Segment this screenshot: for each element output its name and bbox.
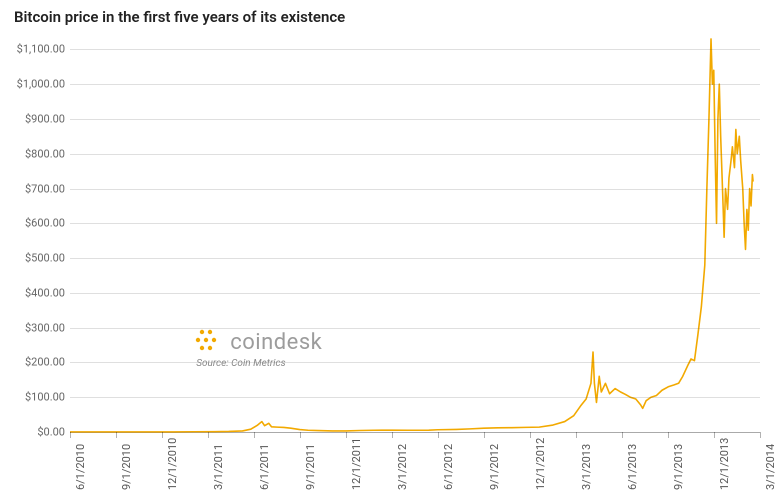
x-axis-label: 9/1/2010 (120, 444, 133, 490)
x-axis-label: 3/1/2013 (580, 444, 593, 490)
x-axis-label: 12/1/2012 (534, 438, 547, 490)
y-axis-label: $700.00 (25, 182, 65, 195)
gridline (70, 223, 760, 224)
y-axis-label: $600.00 (25, 217, 65, 230)
gridline (70, 119, 760, 120)
y-axis-label: $400.00 (25, 286, 65, 299)
y-axis-label: $800.00 (25, 147, 65, 160)
line-chart-svg (70, 32, 760, 432)
x-axis-label: 3/1/2011 (212, 444, 225, 490)
x-tick (668, 432, 669, 438)
gridline (70, 293, 760, 294)
x-axis: 6/1/2010 9/1/2010 12/1/2010 3/1/2011 6/1/201… (70, 432, 760, 497)
x-axis-label: 3/1/2014 (764, 444, 775, 490)
gridline (70, 49, 760, 50)
x-axis-label: 6/1/2011 (258, 444, 271, 490)
x-axis-label: 12/1/2013 (718, 438, 731, 490)
y-axis-label: $200.00 (25, 356, 65, 369)
x-axis-label: 6/1/2012 (442, 444, 455, 490)
x-tick (116, 432, 117, 438)
coindesk-logo-icon (194, 328, 224, 356)
price-line (70, 39, 753, 432)
x-axis-label: 9/1/2013 (672, 444, 685, 490)
x-tick (622, 432, 623, 438)
y-axis-label: $1,100.00 (17, 43, 65, 56)
x-tick (392, 432, 393, 438)
y-axis-label: $100.00 (25, 391, 65, 404)
y-axis-label: $0.00 (37, 426, 65, 439)
y-axis-label: $1,000.00 (17, 78, 65, 91)
x-axis-label: 12/1/2010 (166, 438, 179, 490)
x-tick (346, 432, 347, 438)
gridline (70, 84, 760, 85)
x-tick (484, 432, 485, 438)
x-tick (254, 432, 255, 438)
gridline (70, 189, 760, 190)
chart-title: Bitcoin price in the first five years of… (14, 8, 345, 26)
x-tick (576, 432, 577, 438)
watermark: coindesk Source: Coin Metrics (194, 328, 322, 369)
gridline (70, 397, 760, 398)
x-axis-label: 9/1/2012 (488, 444, 501, 490)
gridline (70, 154, 760, 155)
source-label: Source: Coin Metrics (196, 358, 322, 369)
plot-area (70, 32, 760, 433)
x-axis-label: 3/1/2012 (396, 444, 409, 490)
gridline (70, 258, 760, 259)
x-tick (438, 432, 439, 438)
chart-container (0, 32, 775, 497)
x-tick (70, 432, 71, 438)
y-axis-label: $300.00 (25, 321, 65, 334)
x-axis-label: 9/1/2011 (304, 444, 317, 490)
x-tick (760, 432, 761, 438)
x-axis-label: 6/1/2010 (74, 444, 87, 490)
x-tick (300, 432, 301, 438)
x-tick (714, 432, 715, 438)
x-tick (208, 432, 209, 438)
x-tick (530, 432, 531, 438)
y-axis-label: $500.00 (25, 252, 65, 265)
x-axis-label: 6/1/2013 (626, 444, 639, 490)
x-tick (162, 432, 163, 438)
gridline (70, 362, 760, 363)
x-axis-label: 12/1/2011 (350, 438, 363, 490)
y-axis-label: $900.00 (25, 112, 65, 125)
gridline (70, 328, 760, 329)
coindesk-logo-text: coindesk (230, 330, 322, 355)
